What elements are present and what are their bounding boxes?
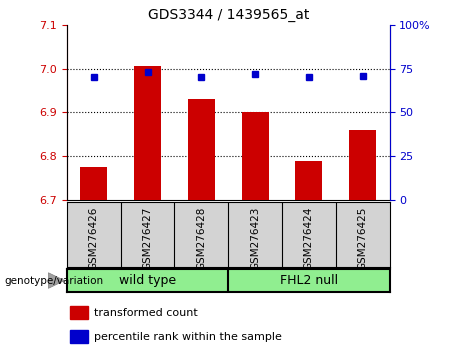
Bar [80,167,107,200]
Text: transformed count: transformed count [94,308,198,318]
Text: GSM276425: GSM276425 [358,207,368,270]
Bar [70,307,88,319]
Bar [188,99,215,200]
Title: GDS3344 / 1439565_at: GDS3344 / 1439565_at [148,8,309,22]
Text: GSM276426: GSM276426 [89,207,99,270]
Text: GSM276423: GSM276423 [250,207,260,270]
Text: GSM276428: GSM276428 [196,207,207,270]
Polygon shape [48,273,65,288]
Bar [349,130,376,200]
Bar [296,161,322,200]
Text: FHL2 null: FHL2 null [280,274,338,287]
Bar [242,113,268,200]
Text: genotype/variation: genotype/variation [5,275,104,286]
Text: GSM276427: GSM276427 [142,207,153,270]
Bar [70,330,88,343]
Text: GSM276424: GSM276424 [304,207,314,270]
Text: percentile rank within the sample: percentile rank within the sample [94,332,282,342]
Bar [134,67,161,200]
Text: wild type: wild type [119,274,176,287]
